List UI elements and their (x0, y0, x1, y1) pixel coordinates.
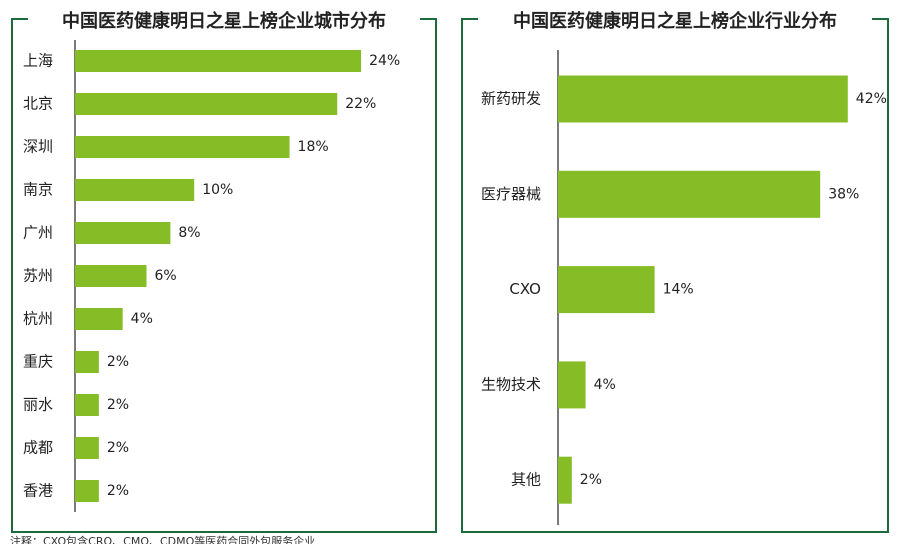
chart-title: 中国医药健康明日之星上榜企业城市分布 (62, 10, 386, 32)
note: 注释：CXO包含CRO、CMO、CDMO等医药合同外包服务企业 (10, 534, 315, 544)
value-label: 8% (178, 225, 200, 241)
category-label: 深圳 (23, 138, 53, 156)
frame (461, 18, 889, 533)
value-label: 22% (345, 96, 376, 112)
frame (11, 18, 437, 533)
value-label: 2% (107, 483, 129, 499)
value-label: 38% (828, 186, 859, 202)
bar (75, 50, 362, 72)
value-label: 24% (369, 53, 400, 69)
category-label: 重庆 (23, 353, 53, 371)
bar (75, 222, 171, 244)
bar (558, 170, 821, 218)
chart-title: 中国医药健康明日之星上榜企业行业分布 (513, 10, 837, 32)
bar (75, 136, 290, 158)
bar (558, 266, 655, 314)
category-label: 生物技术 (481, 375, 541, 393)
category-label: 香港 (23, 482, 53, 500)
category-label: 成都 (23, 439, 53, 457)
value-label: 6% (155, 268, 177, 284)
value-label: 4% (594, 377, 616, 393)
value-label: 2% (107, 440, 129, 456)
bar (558, 456, 572, 504)
bar (75, 480, 99, 502)
value-label: 14% (663, 282, 694, 298)
bar (558, 361, 586, 409)
bar (75, 265, 147, 287)
category-label: CXO (509, 280, 541, 298)
category-label: 杭州 (23, 310, 53, 328)
value-label: 4% (131, 311, 153, 327)
value-label: 2% (580, 472, 602, 488)
category-label: 广州 (23, 224, 53, 242)
category-label: 新药研发 (481, 90, 541, 108)
category-label: 其他 (511, 471, 541, 489)
value-label: 42% (856, 91, 887, 107)
value-label: 2% (107, 397, 129, 413)
value-label: 10% (202, 182, 233, 198)
value-label: 18% (298, 139, 329, 155)
bar (75, 351, 99, 373)
bar (75, 93, 338, 115)
category-label: 南京 (23, 181, 53, 199)
value-label: 2% (107, 354, 129, 370)
category-label: 医疗器械 (481, 185, 541, 203)
bar (558, 75, 848, 123)
bar (75, 179, 195, 201)
bar (75, 308, 123, 330)
category-label: 北京 (23, 95, 53, 113)
bar (75, 394, 99, 416)
category-label: 上海 (23, 52, 53, 70)
category-label: 苏州 (23, 267, 53, 285)
bar (75, 437, 99, 459)
category-label: 丽水 (23, 396, 53, 414)
